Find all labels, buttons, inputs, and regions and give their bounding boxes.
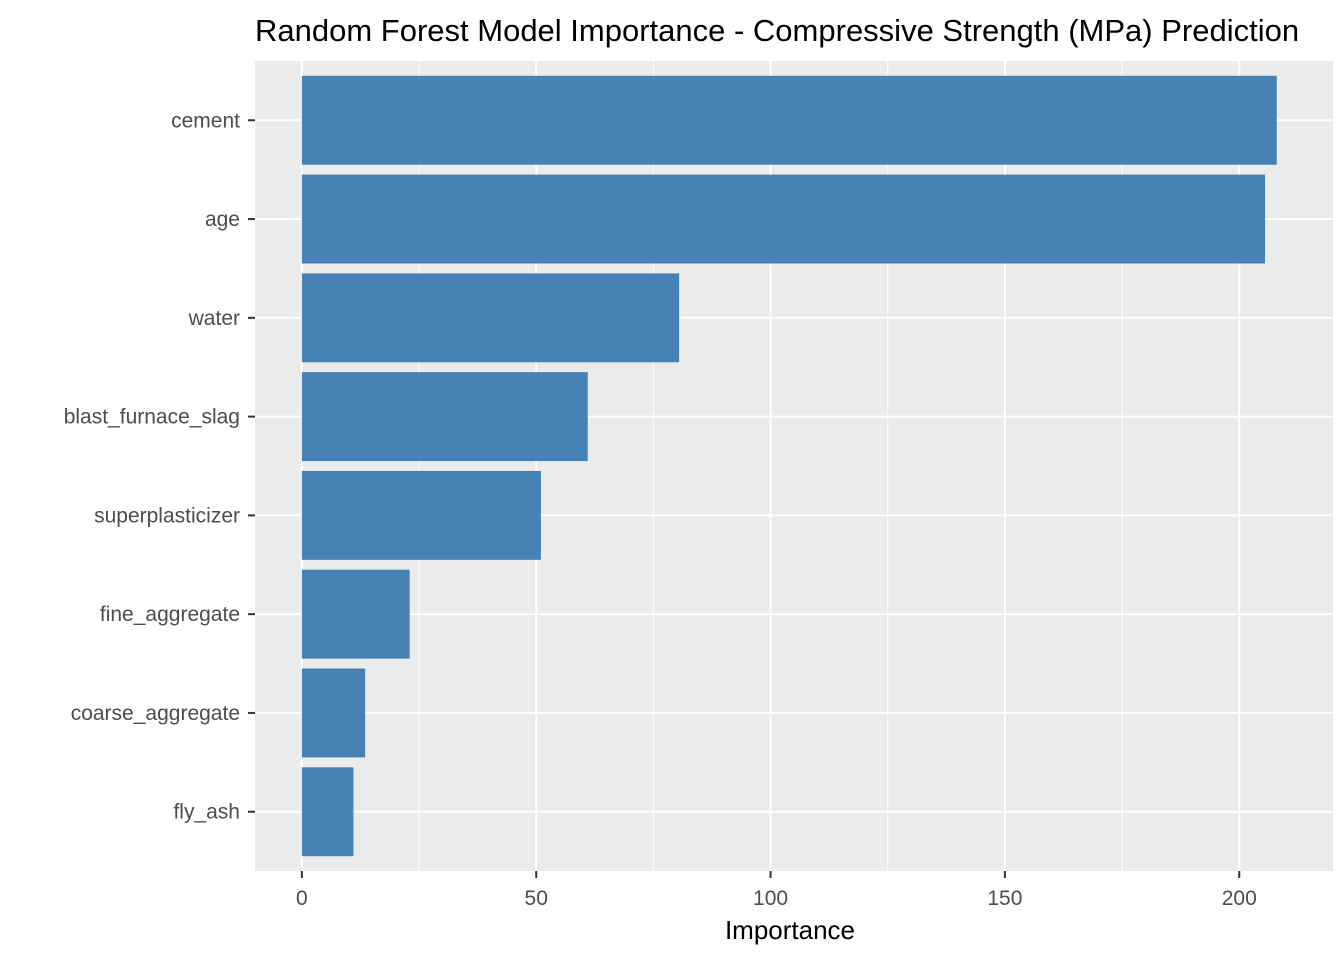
y-tick-label: cement [171,109,240,132]
y-tick-label: coarse_aggregate [71,702,240,725]
x-tick-label: 200 [1222,887,1257,910]
bar-coarse-aggregate [301,668,366,758]
bar-fly-ash [301,767,354,857]
bar-superplasticizer [301,470,541,560]
bars [301,75,1277,857]
y-tick-label: blast_furnace_slag [64,406,240,429]
x-axis-title: Importance [725,915,855,945]
bar-cement [301,75,1277,165]
x-tick-label: 100 [753,887,788,910]
bar-blast-furnace-slag [301,372,588,462]
bar-age [301,174,1266,264]
x-axis: 0 50 100 150 200 [296,871,1257,910]
chart-title: Random Forest Model Importance - Compres… [255,13,1299,48]
y-tick-label: superplasticizer [94,504,240,527]
y-tick-label: fine_aggregate [100,603,240,626]
bar-fine-aggregate [301,569,410,659]
y-tick-label: fly_ash [173,801,240,824]
y-axis: cement age water blast_furnace_slag superpla… [64,109,255,824]
x-tick-label: 0 [296,887,308,910]
y-tick-label: age [205,208,240,231]
bar-water [301,273,680,363]
x-tick-label: 50 [525,887,548,910]
y-tick-label: water [188,307,240,330]
x-tick-label: 150 [987,887,1022,910]
